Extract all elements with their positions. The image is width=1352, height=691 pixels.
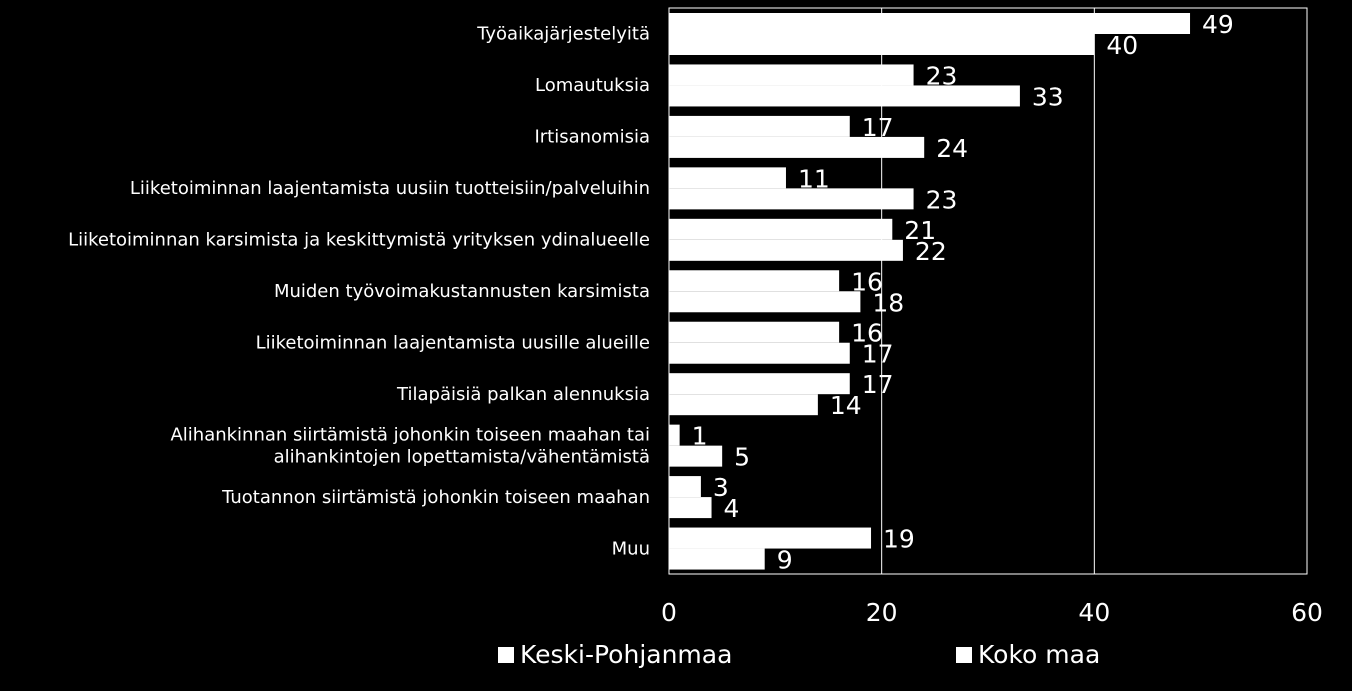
bar-koko-maa	[669, 188, 914, 210]
bar-keski-pohjanmaa	[669, 476, 701, 498]
category-label: Tuotannon siirtämistä johonkin toiseen m…	[221, 487, 650, 508]
x-tick-label: 20	[866, 598, 898, 627]
category-label: Irtisanomisia	[534, 127, 650, 148]
data-label-koko-maa: 24	[936, 134, 968, 163]
bar-keski-pohjanmaa	[669, 424, 680, 446]
bar-keski-pohjanmaa	[669, 13, 1191, 34]
data-label-koko-maa: 40	[1106, 31, 1138, 60]
legend-swatch-keski-pohjanmaa	[498, 646, 514, 663]
bar-koko-maa	[669, 445, 723, 467]
data-label-koko-maa: 18	[872, 288, 904, 317]
legend-item-koko-maa: Koko maa	[956, 640, 1100, 669]
bar-koko-maa	[669, 497, 712, 519]
category-label: Liiketoiminnan karsimista ja keskittymis…	[68, 230, 650, 251]
bar-keski-pohjanmaa	[669, 115, 850, 137]
data-label-keski-pohjanmaa: 21	[904, 216, 936, 245]
bar-koko-maa	[669, 136, 925, 158]
category-label: Muu	[612, 538, 650, 559]
data-label-keski-pohjanmaa: 17	[862, 370, 894, 399]
bar-koko-maa	[669, 548, 765, 570]
data-label-keski-pohjanmaa: 49	[1202, 10, 1234, 39]
bar-koko-maa	[669, 291, 861, 313]
data-label-koko-maa: 9	[777, 546, 793, 575]
data-label-koko-maa: 14	[830, 391, 862, 420]
data-label-koko-maa: 17	[862, 340, 894, 369]
bar-koko-maa	[669, 85, 1020, 107]
category-label: Liiketoiminnan laajentamista uusille alu…	[256, 332, 650, 353]
data-label-keski-pohjanmaa: 3	[713, 473, 729, 502]
bar-keski-pohjanmaa	[669, 167, 786, 189]
data-label-koko-maa: 4	[724, 494, 740, 523]
category-label: Lomautuksia	[535, 75, 650, 96]
x-tick-label: 40	[1078, 598, 1110, 627]
legend-swatch-koko-maa	[956, 646, 972, 663]
x-tick-label: 0	[661, 598, 677, 627]
legend-label-keski-pohjanmaa: Keski-Pohjanmaa	[520, 640, 733, 669]
category-label: Muiden työvoimakustannusten karsimista	[274, 281, 650, 302]
data-label-keski-pohjanmaa: 1	[692, 422, 708, 451]
bar-koko-maa	[669, 394, 818, 416]
data-label-koko-maa: 5	[734, 443, 750, 472]
bar-keski-pohjanmaa	[669, 321, 840, 343]
bar-koko-maa	[669, 342, 850, 364]
x-tick-label: 60	[1291, 598, 1323, 627]
bar-keski-pohjanmaa	[669, 218, 893, 240]
data-label-koko-maa: 22	[915, 237, 947, 266]
category-label: Alihankinnan siirtämistä johonkin toisee…	[170, 424, 650, 445]
bar-keski-pohjanmaa	[669, 527, 872, 549]
category-label: Työaikajärjestelyitä	[476, 24, 650, 45]
legend: Keski-Pohjanmaa Koko maa	[0, 640, 1352, 680]
bar-koko-maa	[669, 239, 903, 261]
bar-koko-maa	[669, 34, 1095, 55]
legend-label-koko-maa: Koko maa	[978, 640, 1101, 669]
legend-item-keski-pohjanmaa: Keski-Pohjanmaa	[498, 640, 732, 669]
bar-keski-pohjanmaa	[669, 64, 914, 86]
data-label-koko-maa: 23	[926, 185, 958, 214]
category-label: Liiketoiminnan laajentamista uusiin tuot…	[130, 178, 650, 199]
bar-keski-pohjanmaa	[669, 270, 840, 292]
category-label: Tilapäisiä palkan alennuksia	[396, 384, 650, 405]
bar-keski-pohjanmaa	[669, 373, 850, 395]
category-label: alihankintojen lopettamista/vähentämistä	[274, 446, 650, 467]
data-label-keski-pohjanmaa: 16	[851, 319, 883, 348]
data-label-keski-pohjanmaa: 19	[883, 525, 915, 554]
data-label-koko-maa: 33	[1032, 82, 1064, 111]
